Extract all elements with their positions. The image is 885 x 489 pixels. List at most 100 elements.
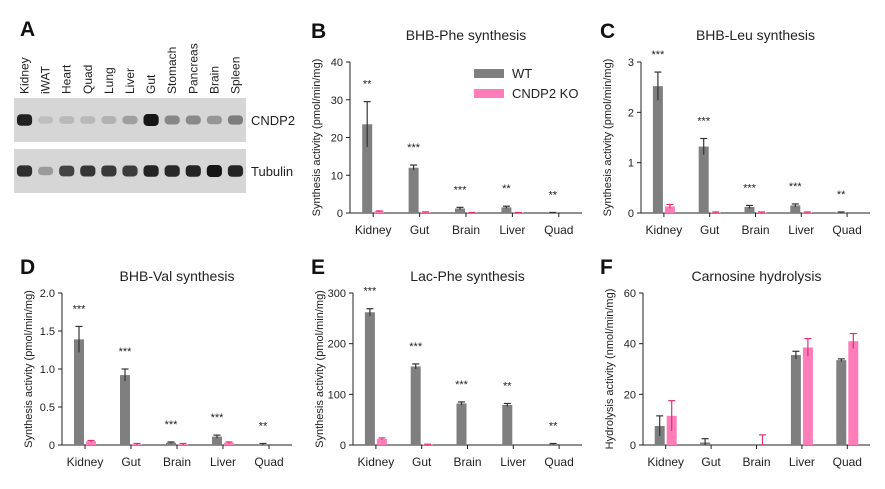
significance-label: ** [549, 420, 558, 432]
blot-row-label: CNDP2 [251, 113, 295, 128]
blot-band [122, 115, 138, 125]
y-tick-label: 1 [628, 158, 634, 170]
bar-wt [790, 205, 801, 213]
blot-band [38, 116, 54, 124]
lane-label: Brain [207, 66, 221, 94]
x-tick-label: Quad [544, 223, 573, 237]
significance-label: ** [502, 183, 511, 195]
x-tick-label: Liver [499, 223, 525, 237]
blot-band [206, 165, 222, 177]
bar-wt [790, 355, 801, 445]
y-tick-label: 10 [331, 170, 343, 182]
x-tick-label: Gut [412, 455, 432, 469]
x-tick-label: Gut [121, 455, 141, 469]
blot-band [143, 165, 159, 177]
bar-wt [120, 375, 130, 445]
panel-letter: F [600, 256, 613, 279]
chart-panel: D BHB-Val synthesis Synthesis activity (pm… [20, 256, 292, 469]
blot-band [59, 116, 75, 124]
x-tick-label: Brain [741, 223, 769, 237]
blot-band [38, 166, 54, 176]
y-tick-label: 2.0 [40, 288, 55, 300]
y-tick-label: 40 [331, 57, 343, 69]
significance-label: *** [651, 49, 665, 61]
significance-label: *** [407, 142, 421, 154]
x-tick-label: Liver [210, 455, 236, 469]
x-tick-label: Brain [742, 455, 770, 469]
x-tick-label: Brain [163, 455, 191, 469]
y-tick-label: 20 [331, 133, 343, 145]
bar-wt [502, 404, 513, 445]
y-tick-label: 1.0 [40, 364, 55, 376]
panel-letter: D [20, 256, 35, 279]
bar-ko [86, 441, 96, 445]
y-tick-label: 3 [628, 57, 634, 69]
y-tick-label: 200 [328, 339, 346, 351]
significance-label: *** [119, 346, 133, 358]
bar-wt [455, 208, 465, 213]
chart-title: BHB-Leu synthesis [696, 27, 815, 43]
bar-ko [376, 438, 387, 445]
y-axis-label: Synthesis activity (pmol/min/mg) [23, 290, 35, 448]
legend-label-ko: CNDP2 KO [512, 86, 578, 101]
y-tick-label: 30 [331, 95, 343, 107]
x-tick-label: Quad [832, 223, 861, 237]
y-tick-label: 100 [328, 389, 346, 401]
blot-band [164, 165, 180, 177]
blot-band [185, 165, 201, 177]
y-tick-label: 0 [340, 440, 346, 452]
significance-label: ** [837, 189, 846, 201]
x-tick-label: Liver [788, 223, 814, 237]
significance-label: ** [549, 189, 558, 201]
y-tick-label: 40 [624, 339, 636, 351]
bar-wt [212, 436, 222, 445]
y-tick-label: 0 [337, 208, 343, 220]
legend: WT CNDP2 KO [474, 66, 578, 101]
blot-band [80, 116, 96, 124]
blot-row-label: Tubulin [251, 164, 293, 179]
significance-label: ** [503, 380, 512, 392]
blot-band [101, 116, 117, 124]
significance-label: *** [211, 412, 225, 424]
bar-ko [848, 341, 859, 445]
chart-title: BHB-Val synthesis [120, 268, 235, 284]
significance-label: *** [363, 286, 377, 298]
x-tick-label: Brain [452, 223, 480, 237]
x-tick-label: Gut [701, 455, 721, 469]
lane-label: Spleen [228, 57, 242, 94]
lane-label: Stomach [165, 47, 179, 94]
lane-label: Lung [102, 67, 116, 94]
blot-band [227, 165, 244, 177]
bar-wt [166, 442, 176, 445]
chart-panel: B BHB-Phe synthesis Synthesis activity (pm… [311, 20, 582, 237]
chart-title: Carnosine hydrolysis [692, 268, 822, 284]
x-tick-label: Kidney [646, 223, 683, 237]
x-tick-label: Quad [254, 455, 283, 469]
blot-band [59, 165, 75, 177]
panel-letter: E [311, 256, 325, 279]
y-tick-label: 60 [624, 288, 636, 300]
blot-band [16, 165, 33, 177]
bar-wt [408, 167, 419, 213]
y-axis-label: Hydrolysis activity (nmol/min/mg) [604, 289, 616, 450]
y-tick-label: 20 [624, 389, 636, 401]
x-tick-label: Liver [500, 455, 526, 469]
lane-label: Gut [144, 74, 158, 94]
bar-ko [374, 211, 385, 213]
bar-ko [664, 206, 675, 213]
y-tick-label: 2 [628, 107, 634, 119]
chart-panel: F Carnosine hydrolysis Hydrolysis activity… [600, 256, 870, 469]
legend-swatch-wt [474, 69, 504, 78]
y-axis-label: Synthesis activity (pmol/min/mg) [311, 59, 323, 217]
blot-band [122, 165, 138, 177]
significance-label: *** [73, 303, 87, 315]
x-tick-label: Liver [789, 455, 815, 469]
x-tick-label: Kidney [355, 223, 392, 237]
y-tick-label: 0 [49, 440, 55, 452]
x-tick-label: Gut [410, 223, 430, 237]
panel-letter: C [600, 20, 615, 43]
lane-label: Pancreas [186, 43, 200, 94]
bar-wt [364, 312, 375, 445]
lane-label: Heart [60, 64, 74, 94]
significance-label: *** [789, 181, 803, 193]
